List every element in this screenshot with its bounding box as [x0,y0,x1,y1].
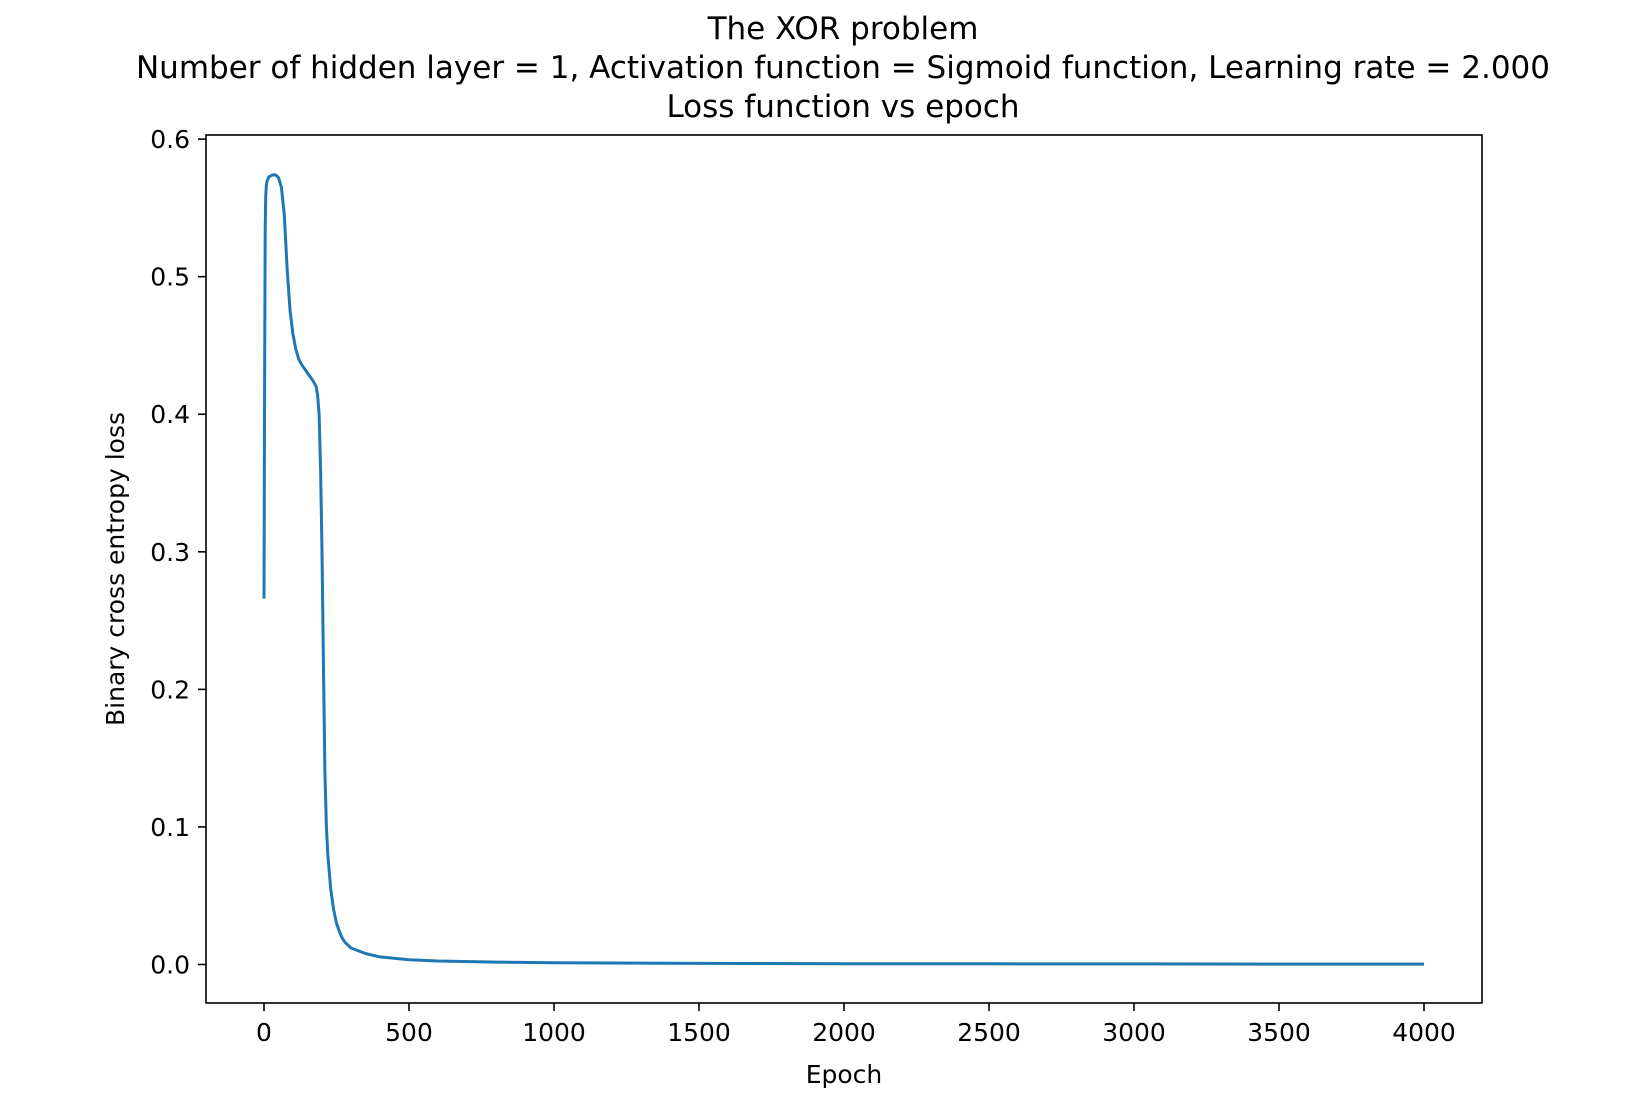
chart-title: The XOR problem Number of hidden layer =… [136,11,1550,125]
x-tick-label: 0 [256,1018,272,1047]
y-tick-label: 0.3 [150,538,190,567]
x-tick-label: 3500 [1247,1018,1311,1047]
y-tick-label: 0.2 [150,675,190,704]
y-tick-label: 0.6 [150,125,190,154]
x-tick-label: 4000 [1392,1018,1456,1047]
x-tick-label: 1000 [522,1018,586,1047]
y-tick-label: 0.0 [150,950,190,979]
x-tick-label: 2500 [957,1018,1021,1047]
x-tick-label: 2000 [812,1018,876,1047]
y-tick-label: 0.4 [150,400,190,429]
chart-subtitle-line-2: Number of hidden layer = 1, Activation f… [136,50,1550,86]
y-tick-label: 0.5 [150,263,190,292]
chart-title-line-1: The XOR problem [707,11,979,47]
x-axis-ticks: 0 500 1000 1500 2000 2500 3000 3500 4000 [256,1003,1456,1047]
x-tick-label: 1500 [667,1018,731,1047]
x-tick-label: 500 [385,1018,433,1047]
y-axis-label: Binary cross entropy loss [101,412,130,726]
x-axis-label: Epoch [806,1060,883,1089]
loss-series-line [262,173,1424,966]
plot-area-frame [205,134,1483,1004]
chart-subtitle-line-3: Loss function vs epoch [666,89,1019,125]
x-tick-label: 3000 [1102,1018,1166,1047]
y-tick-label: 0.1 [150,813,190,842]
y-axis-ticks: 0.0 0.1 0.2 0.3 0.4 0.5 0.6 [150,125,206,979]
